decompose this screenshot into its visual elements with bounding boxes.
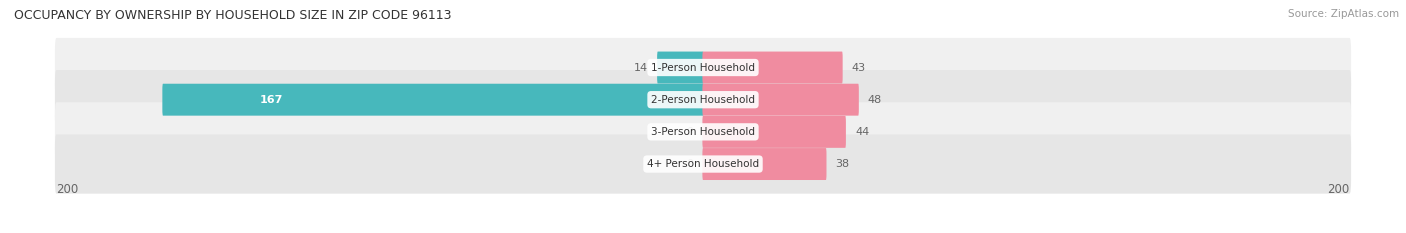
FancyBboxPatch shape	[55, 134, 1351, 194]
FancyBboxPatch shape	[55, 102, 1351, 161]
FancyBboxPatch shape	[55, 38, 1351, 97]
Text: 43: 43	[852, 62, 866, 72]
Text: 38: 38	[835, 159, 849, 169]
FancyBboxPatch shape	[657, 51, 703, 83]
Text: Source: ZipAtlas.com: Source: ZipAtlas.com	[1288, 9, 1399, 19]
Text: 2-Person Household: 2-Person Household	[651, 95, 755, 105]
Text: 0: 0	[686, 159, 693, 169]
Text: OCCUPANCY BY OWNERSHIP BY HOUSEHOLD SIZE IN ZIP CODE 96113: OCCUPANCY BY OWNERSHIP BY HOUSEHOLD SIZE…	[14, 9, 451, 22]
FancyBboxPatch shape	[703, 51, 842, 83]
Text: 14: 14	[634, 62, 648, 72]
Text: 44: 44	[855, 127, 869, 137]
Text: 1-Person Household: 1-Person Household	[651, 62, 755, 72]
Text: 200: 200	[1327, 183, 1350, 196]
FancyBboxPatch shape	[703, 148, 827, 180]
Text: 0: 0	[686, 127, 693, 137]
FancyBboxPatch shape	[55, 70, 1351, 129]
Text: 3-Person Household: 3-Person Household	[651, 127, 755, 137]
FancyBboxPatch shape	[703, 84, 859, 116]
Text: 48: 48	[868, 95, 882, 105]
Text: 4+ Person Household: 4+ Person Household	[647, 159, 759, 169]
Text: 200: 200	[56, 183, 79, 196]
FancyBboxPatch shape	[703, 116, 846, 148]
FancyBboxPatch shape	[162, 84, 703, 116]
Text: 167: 167	[260, 95, 284, 105]
